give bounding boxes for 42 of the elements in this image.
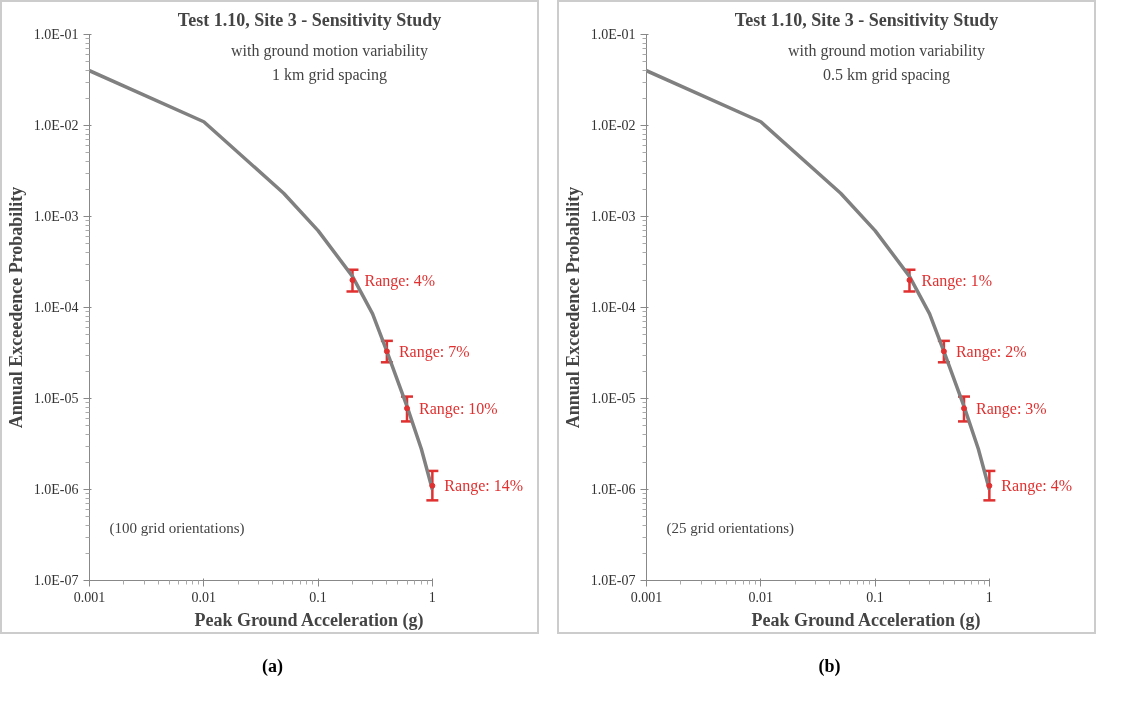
y-tick-label: 1.0E-06 [33, 482, 79, 497]
text: with ground motion variability 1 km grid spacing [231, 41, 428, 84]
y-tick-label: 1.0E-04 [590, 300, 636, 315]
annotation: Range: 4% [1001, 477, 1073, 496]
y-tick-label: 1.0E-07 [590, 573, 636, 588]
y-tick-label: 1.0E-01 [590, 27, 636, 42]
chart-title: Test 1.10, Site 3 - Sensitivity Study [734, 9, 999, 30]
annotation: (25 grid orientations) [666, 519, 794, 537]
y-tick-label: 1.0E-07 [33, 573, 79, 588]
annotation: Range: 3% [976, 399, 1047, 418]
y-axis-title: Annual Exceedence Probability [5, 186, 26, 429]
x-axis-title: Peak Ground Acceleration (g) [751, 609, 981, 631]
y-tick-label: 1.0E-04 [33, 300, 79, 315]
annotation: (100 grid orientations) [109, 519, 245, 537]
y-tick-label: 1.0E-03 [33, 209, 79, 224]
x-tick-label: 0.01 [191, 589, 217, 605]
y-tick-label: 1.0E-06 [590, 482, 636, 497]
annotation: Range: 1% [921, 271, 993, 290]
x-tick-label: 0.1 [866, 589, 884, 605]
x-tick-label: 0.1 [309, 589, 327, 605]
y-tick-label: 1.0E-05 [590, 391, 636, 406]
y-tick-label: 1.0E-03 [590, 209, 636, 224]
annotation: Range: 10% [419, 399, 498, 418]
annotation: Range: 7% [398, 342, 470, 361]
x-tick-label: 1 [428, 589, 436, 605]
annotation: Range: 4% [364, 271, 436, 290]
x-tick-label: 1 [985, 589, 993, 605]
y-tick-label: 1.0E-01 [33, 27, 79, 42]
text: (a) [262, 655, 283, 678]
x-tick-label: 0.001 [73, 589, 106, 605]
chart-title: Test 1.10, Site 3 - Sensitivity Study [177, 9, 442, 30]
annotation: Range: 14% [444, 477, 524, 496]
text: with ground motion variability 0.5 km grid spacing [788, 41, 985, 84]
x-tick-label: 0.01 [748, 589, 774, 605]
y-axis-title: Annual Exceedence Probability [562, 186, 583, 429]
y-tick-label: 1.0E-02 [33, 118, 79, 133]
y-tick-label: 1.0E-05 [33, 391, 79, 406]
annotation: Range: 2% [955, 342, 1027, 361]
text: (b) [818, 655, 841, 678]
x-tick-label: 0.001 [630, 589, 663, 605]
x-axis-title: Peak Ground Acceleration (g) [194, 609, 424, 631]
y-tick-label: 1.0E-02 [590, 118, 636, 133]
